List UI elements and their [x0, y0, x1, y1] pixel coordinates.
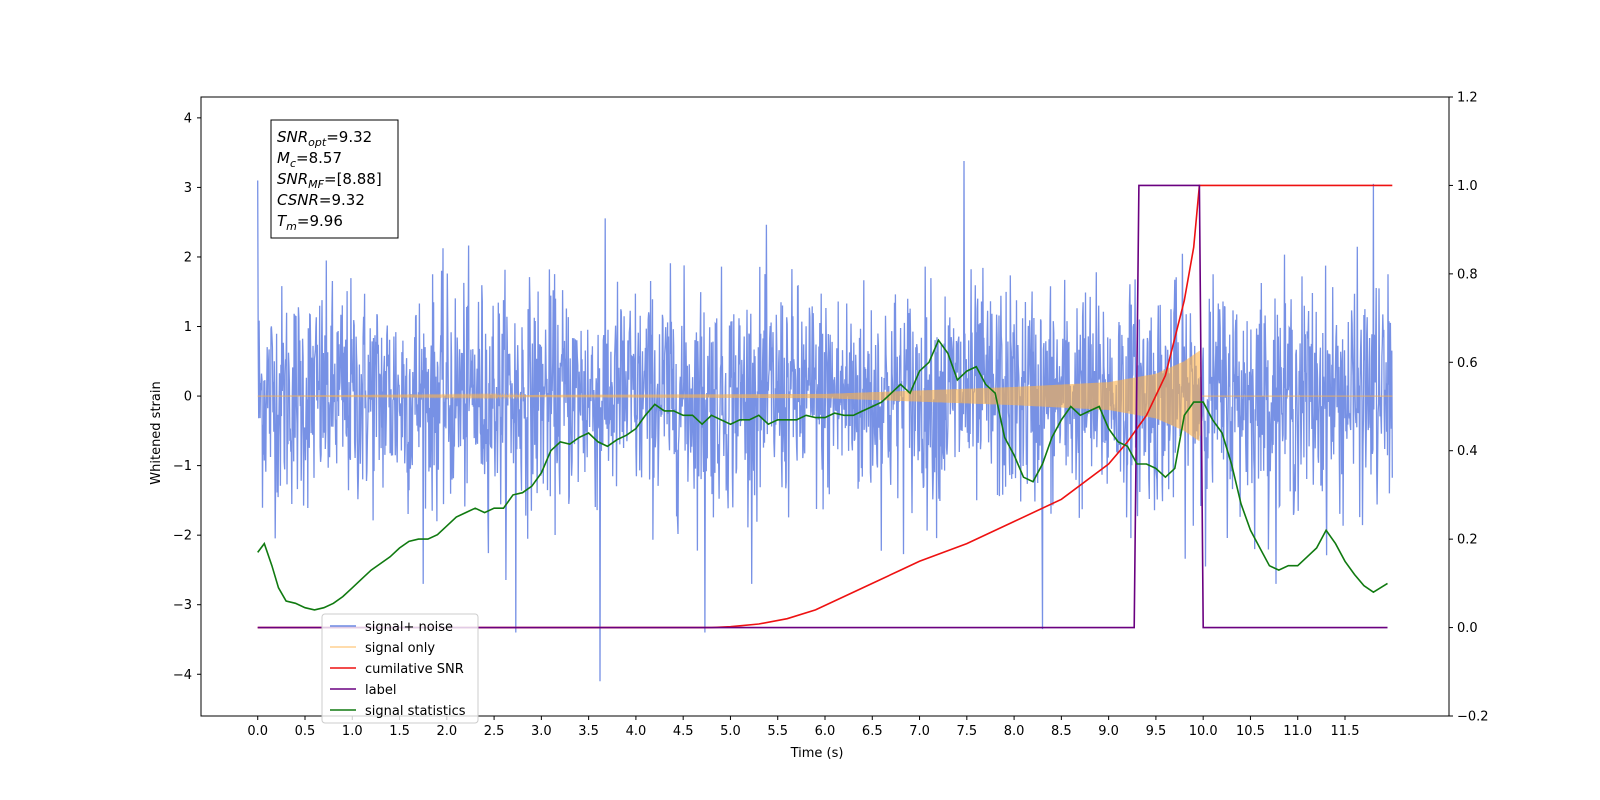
info-line: CSNR=9.32: [277, 191, 365, 209]
x-tick-label: 2.0: [436, 724, 457, 739]
info-sub: m: [286, 220, 297, 233]
x-tick-label: 10.5: [1236, 724, 1265, 739]
y-axis-left: 4 3 2 1 0 −1 −2 −3 −4: [173, 111, 201, 683]
x-tick-label: 6.0: [815, 724, 836, 739]
x-tick-label: 4.0: [626, 724, 647, 739]
x-axis-label: Time (s): [790, 746, 844, 761]
series-label: [257, 184, 1388, 629]
y-tick-label: −4: [173, 668, 192, 683]
y2-tick-label: 0.6: [1457, 356, 1478, 371]
info-var: CSNR: [277, 191, 319, 209]
y-tick-label: −1: [173, 459, 192, 474]
info-line: Mc=8.57: [277, 149, 342, 170]
y-tick-label: −2: [173, 529, 192, 544]
info-sub: opt: [308, 136, 327, 149]
info-var: SNR: [277, 170, 308, 188]
x-tick-label: 6.5: [862, 724, 883, 739]
y-axis-right: 1.2 1.0 0.8 0.6 0.4 0.2 0.0 −0.2: [1449, 91, 1489, 725]
x-axis: 0.0 0.5 1.0 1.5 2.0 2.5 3.0 3.5 4.0 4.5 5.0 5.5 6.0 6…: [247, 716, 1359, 739]
x-tick-label: 4.5: [673, 724, 694, 739]
y-tick-label: 4: [184, 111, 192, 126]
y-axis-label: Whitened strain: [149, 381, 164, 484]
x-tick-label: 7.0: [909, 724, 930, 739]
x-tick-label: 10.0: [1189, 724, 1218, 739]
legend-frame: [321, 613, 479, 724]
y2-tick-label: −0.2: [1457, 710, 1489, 725]
info-sub: c: [290, 157, 296, 170]
info-value: =[8.88]: [324, 170, 382, 188]
x-tick-label: 2.5: [484, 724, 505, 739]
x-tick-label: 3.5: [578, 724, 599, 739]
legend-label: label: [365, 683, 396, 698]
y-tick-label: 3: [184, 181, 192, 196]
x-tick-label: 9.5: [1146, 724, 1167, 739]
series-signal-only: [257, 350, 1393, 441]
legend-label: cumilative SNR: [365, 662, 464, 677]
info-var: M: [277, 149, 290, 167]
legend-label: signal only: [365, 641, 435, 656]
y2-tick-label: 0.8: [1457, 267, 1478, 282]
legend: signal+ noise signal only cumilative SNR la…: [321, 613, 479, 724]
x-tick-label: 1.0: [342, 724, 363, 739]
y2-tick-label: 1.0: [1457, 179, 1478, 194]
x-tick-label: 9.0: [1098, 724, 1119, 739]
x-tick-label: 7.5: [956, 724, 977, 739]
x-tick-label: 5.0: [720, 724, 741, 739]
info-var: T: [277, 212, 288, 230]
x-tick-label: 5.5: [767, 724, 788, 739]
info-value: =8.57: [296, 149, 342, 167]
y-tick-label: 0: [184, 390, 192, 405]
info-box-frame: [270, 119, 399, 239]
x-tick-label: 11.5: [1331, 724, 1360, 739]
x-tick-label: 11.0: [1283, 724, 1312, 739]
x-tick-label: 3.0: [531, 724, 552, 739]
y2-tick-label: 1.2: [1457, 91, 1478, 106]
info-var: SNR: [277, 128, 308, 146]
x-tick-label: 0.0: [247, 724, 268, 739]
y-tick-label: −3: [173, 598, 192, 613]
legend-label: signal statistics: [365, 704, 466, 719]
info-sub: MF: [308, 178, 324, 191]
legend-label: signal+ noise: [365, 620, 453, 635]
info-line: SNRopt=9.32: [277, 128, 372, 149]
info-line: SNRMF=[8.88]: [277, 170, 382, 191]
info-value: =9.96: [297, 212, 343, 230]
x-tick-label: 8.5: [1051, 724, 1072, 739]
x-tick-label: 8.0: [1004, 724, 1025, 739]
series-signal-statistics: [257, 338, 1388, 611]
info-box: SNRopt=9.32Mc=8.57SNRMF=[8.88]CSNR=9.32T…: [270, 119, 399, 239]
plot-area: [257, 160, 1393, 682]
y-tick-label: 2: [184, 250, 192, 265]
info-line: Tm=9.96: [277, 212, 343, 233]
y2-tick-label: 0.0: [1457, 621, 1478, 636]
info-value: =9.32: [326, 128, 372, 146]
y-tick-label: 1: [184, 320, 192, 335]
info-value: =9.32: [319, 191, 365, 209]
y2-tick-label: 0.2: [1457, 533, 1478, 548]
series-signal-noise: [257, 160, 1393, 682]
x-tick-label: 0.5: [295, 724, 316, 739]
series-cumilative-snr: [257, 184, 1393, 629]
y2-tick-label: 0.4: [1457, 444, 1478, 459]
x-tick-label: 1.5: [389, 724, 410, 739]
